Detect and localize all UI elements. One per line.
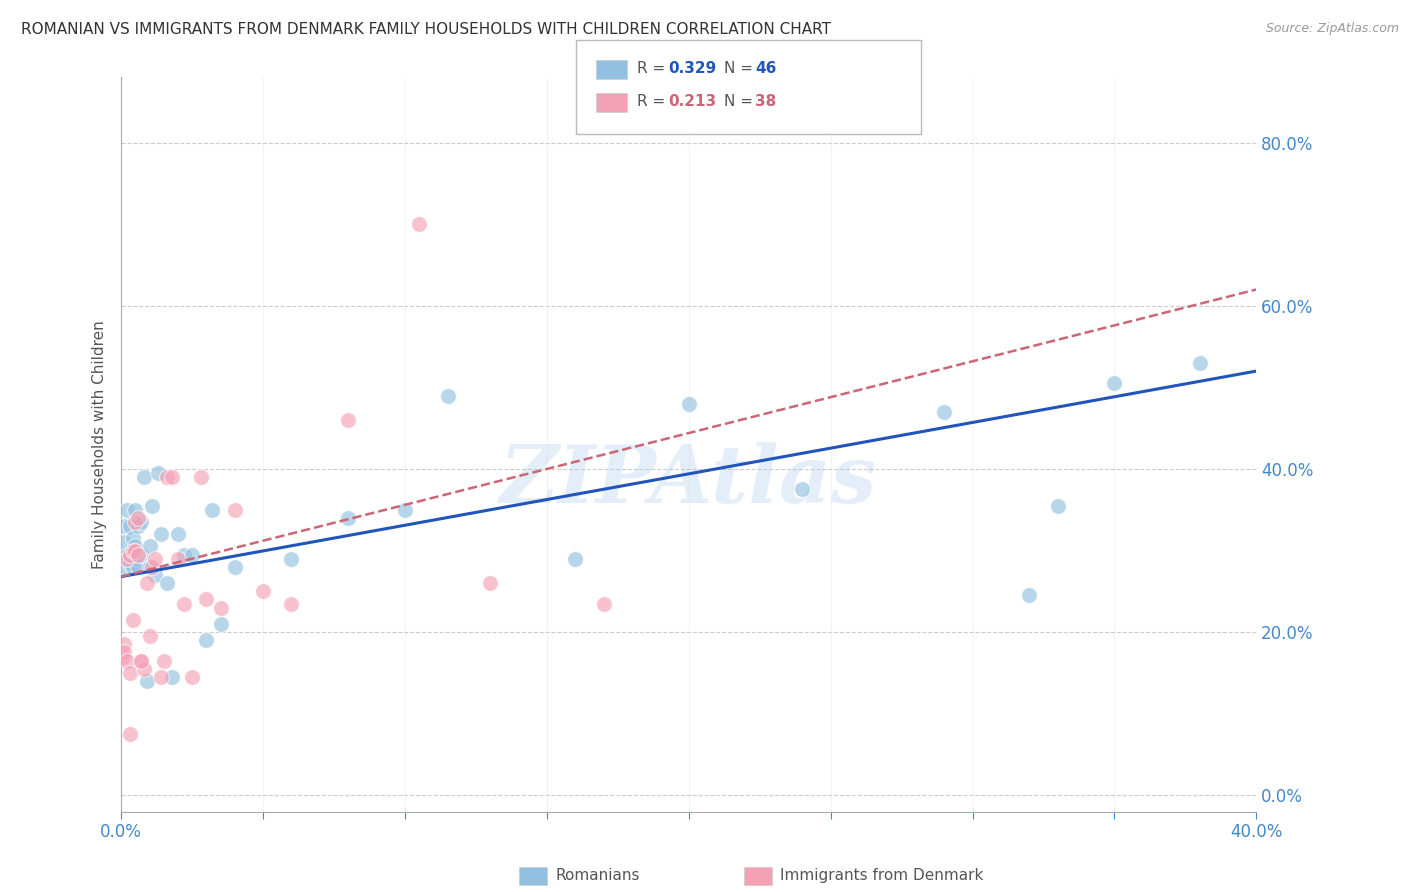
Point	[118, 556, 141, 570]
Point	[124, 543, 146, 558]
Point	[138, 629, 160, 643]
Point	[124, 551, 146, 566]
Point	[280, 551, 302, 566]
Point	[195, 592, 218, 607]
Point	[129, 654, 152, 668]
Point	[115, 502, 138, 516]
Point	[118, 665, 141, 680]
Text: N =: N =	[724, 62, 758, 76]
Point	[678, 397, 700, 411]
Point	[1046, 499, 1069, 513]
Point	[129, 515, 152, 529]
Text: R =: R =	[637, 95, 671, 109]
Point	[127, 548, 149, 562]
Point	[132, 470, 155, 484]
Point	[114, 559, 136, 574]
Text: N =: N =	[724, 95, 758, 109]
Point	[162, 470, 184, 484]
Point	[129, 654, 152, 668]
Point	[138, 559, 160, 574]
Point	[124, 540, 146, 554]
Point	[195, 633, 218, 648]
Point	[127, 559, 149, 574]
Point	[141, 559, 163, 574]
Text: R =: R =	[637, 62, 671, 76]
Point	[479, 576, 502, 591]
Point	[124, 502, 146, 516]
Point	[592, 597, 614, 611]
Point	[408, 217, 430, 231]
Point	[129, 548, 152, 562]
Point	[337, 511, 360, 525]
Point	[124, 515, 146, 529]
Point	[337, 413, 360, 427]
Point	[1188, 356, 1211, 370]
Y-axis label: Family Households with Children: Family Households with Children	[93, 320, 107, 569]
Point	[135, 576, 157, 591]
Point	[111, 548, 134, 562]
Point	[112, 637, 135, 651]
Point	[111, 649, 134, 664]
Text: Immigrants from Denmark: Immigrants from Denmark	[780, 868, 984, 882]
Point	[112, 519, 135, 533]
Point	[1018, 588, 1040, 602]
Point	[156, 576, 179, 591]
Point	[190, 470, 212, 484]
Point	[934, 405, 956, 419]
Point	[224, 559, 246, 574]
Point	[121, 531, 143, 545]
Point	[121, 613, 143, 627]
Point	[138, 540, 160, 554]
Point	[152, 654, 174, 668]
Point	[127, 511, 149, 525]
Point	[394, 502, 416, 516]
Text: ZIPAtlas: ZIPAtlas	[501, 442, 877, 520]
Point	[132, 662, 155, 676]
Text: 0.329: 0.329	[668, 62, 716, 76]
Point	[149, 527, 172, 541]
Point	[156, 470, 179, 484]
Point	[167, 527, 190, 541]
Point	[209, 600, 232, 615]
Point	[146, 466, 169, 480]
Point	[135, 673, 157, 688]
Point	[224, 502, 246, 516]
Point	[143, 568, 166, 582]
Point	[436, 388, 458, 402]
Point	[112, 645, 135, 659]
Point	[792, 483, 814, 497]
Point	[141, 499, 163, 513]
Point	[181, 548, 204, 562]
Point	[118, 548, 141, 562]
Point	[118, 519, 141, 533]
Text: ROMANIAN VS IMMIGRANTS FROM DENMARK FAMILY HOUSEHOLDS WITH CHILDREN CORRELATION : ROMANIAN VS IMMIGRANTS FROM DENMARK FAMI…	[21, 22, 831, 37]
Point	[127, 519, 149, 533]
Point	[112, 535, 135, 549]
Point	[115, 551, 138, 566]
Point	[1104, 376, 1126, 391]
Text: 38: 38	[755, 95, 776, 109]
Text: Romanians: Romanians	[555, 868, 640, 882]
Point	[201, 502, 224, 516]
Point	[252, 584, 274, 599]
Point	[209, 616, 232, 631]
Point	[121, 543, 143, 558]
Point	[149, 670, 172, 684]
Point	[115, 654, 138, 668]
Point	[118, 727, 141, 741]
Point	[115, 548, 138, 562]
Text: 0.213: 0.213	[668, 95, 716, 109]
Point	[173, 597, 195, 611]
Point	[181, 670, 204, 684]
Point	[143, 551, 166, 566]
Point	[167, 551, 190, 566]
Point	[280, 597, 302, 611]
Text: Source: ZipAtlas.com: Source: ZipAtlas.com	[1265, 22, 1399, 36]
Point	[564, 551, 586, 566]
Text: 46: 46	[755, 62, 776, 76]
Point	[121, 559, 143, 574]
Point	[162, 670, 184, 684]
Point	[173, 548, 195, 562]
